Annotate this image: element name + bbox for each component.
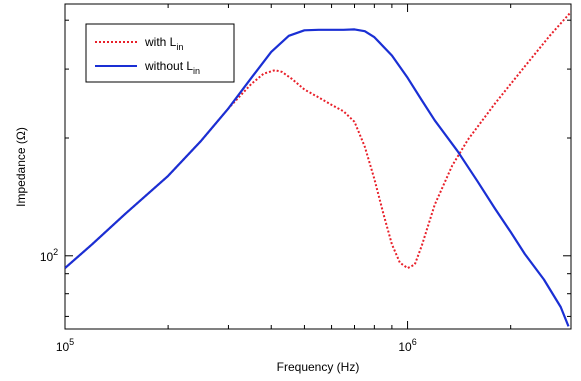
plot-area-border [64, 3, 572, 330]
legend-box [85, 23, 235, 83]
x-axis-title: Frequency (Hz) [277, 360, 360, 374]
axes-frame [64, 3, 572, 330]
legend-label: with Lin [144, 35, 183, 52]
legend-label: without Lin [144, 59, 200, 76]
x-tick-label: 106 [398, 337, 416, 354]
y-tick-labels: 102 [40, 247, 58, 264]
series-layer [65, 11, 571, 327]
y-axis-title: Impedance (Ω) [14, 127, 28, 207]
y-tick-label: 102 [40, 247, 58, 264]
axis-ticks [64, 4, 572, 329]
x-tick-label: 105 [56, 337, 74, 354]
series-line-2 [65, 28, 570, 327]
legend: with Lin without Lin [85, 23, 235, 83]
x-tick-labels: 105 106 [56, 337, 417, 354]
